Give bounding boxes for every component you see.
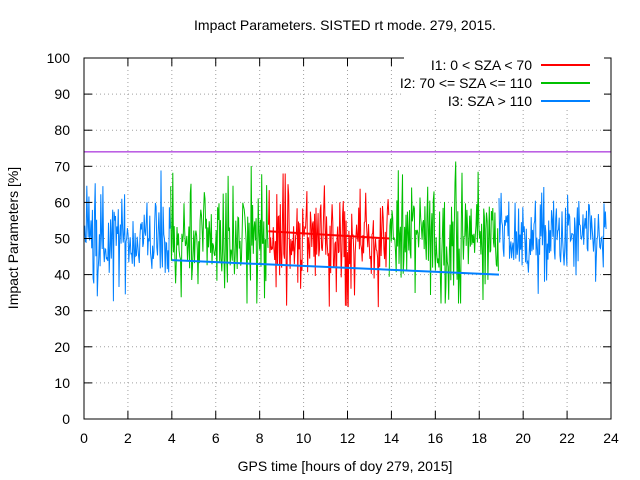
series-3-trend-line (171, 259, 500, 276)
y-tick-label: 0 (62, 411, 70, 427)
x-tick-label: 0 (80, 430, 88, 446)
y-tick-label: 60 (54, 194, 70, 210)
y-tick-label: 30 (54, 303, 70, 319)
legend-label-2: I2: 70 <= SZA <= 110 (400, 75, 532, 91)
series-2-noise-segment-2 (388, 161, 499, 304)
legend-label-1: I1: 0 < SZA < 70 (431, 57, 532, 73)
x-tick-label: 12 (340, 430, 356, 446)
y-tick-label: 80 (54, 122, 70, 138)
x-axis-label: GPS time [hours of doy 279, 2015] (238, 458, 453, 474)
y-tick-label: 40 (54, 267, 70, 283)
x-tick-label: 8 (256, 430, 264, 446)
y-tick-label: 90 (54, 86, 70, 102)
x-tick-label: 10 (296, 430, 312, 446)
series-1-trend-line (268, 230, 390, 240)
x-tick-label: 18 (471, 430, 487, 446)
noise-layer (83, 161, 607, 308)
x-tick-label: 14 (384, 430, 400, 446)
y-tick-label: 10 (54, 375, 70, 391)
legend-bg (404, 56, 604, 74)
x-tick-label: 20 (515, 430, 531, 446)
y-tick-label: 50 (54, 231, 70, 247)
x-tick-label: 2 (124, 430, 132, 446)
x-tick-label: 4 (168, 430, 176, 446)
x-tick-label: 16 (428, 430, 444, 446)
x-tick-label: 22 (559, 430, 575, 446)
y-axis-label: Impact Parameters [%] (5, 167, 21, 309)
legend: I1: 0 < SZA < 70 I2: 70 <= SZA <= 110 I3: … (400, 56, 604, 110)
axis-ticks: 0 2 4 6 8 10 12 14 16 18 20 22 240102030405060708090… (47, 50, 619, 446)
x-tick-label: 6 (212, 430, 220, 446)
y-tick-label: 70 (54, 158, 70, 174)
y-tick-label: 20 (54, 339, 70, 355)
legend-bg (404, 92, 604, 110)
legend-bg (404, 74, 604, 92)
y-tick-label: 100 (47, 50, 71, 66)
legend-label-3: I3: SZA > 110 (448, 93, 532, 109)
x-tick-label: 24 (603, 430, 619, 446)
series-3-noise-segment-1 (83, 170, 171, 302)
series-1-noise-segment-1 (268, 173, 390, 308)
trend-layer (171, 230, 500, 276)
series-3-noise-segment-2 (498, 186, 607, 294)
series-2-noise-segment-1 (170, 165, 269, 304)
chart-title: Impact Parameters. SISTED rt mode. 279, … (194, 17, 496, 33)
